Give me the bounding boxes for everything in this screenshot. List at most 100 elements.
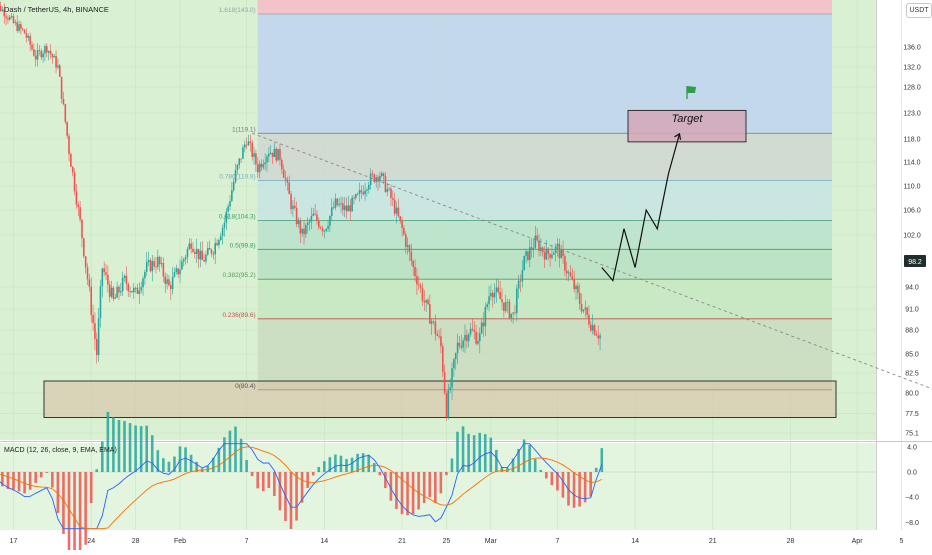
candle-body-29 — [44, 46, 46, 54]
candle-body-185 — [332, 207, 335, 209]
candle-body-308 — [560, 250, 563, 259]
candle-body-222 — [401, 220, 403, 228]
candle-body-328 — [597, 335, 600, 339]
candle-body-105 — [184, 257, 187, 260]
candle-body-69 — [118, 286, 120, 293]
candle-body-217 — [392, 198, 394, 200]
candle-body-62 — [105, 272, 107, 275]
macd-hist-73 — [395, 472, 398, 509]
macd-hist-51 — [273, 472, 276, 497]
currency-badge[interactable]: USDT — [906, 3, 932, 18]
x-tick-14: 5 — [900, 538, 904, 545]
candle-body-102 — [179, 269, 181, 275]
macd-hist-72 — [389, 472, 393, 501]
candle-body-23 — [33, 49, 35, 56]
candle-body-87 — [151, 261, 154, 272]
candle-body-322 — [586, 307, 588, 315]
candle-body-8 — [5, 16, 7, 18]
candle-body-50 — [83, 238, 85, 257]
candle-body-247 — [447, 389, 450, 418]
candle-body-269 — [488, 296, 490, 305]
candle-body-275 — [499, 291, 501, 300]
candle-body-281 — [510, 313, 513, 319]
macd-hist-50 — [267, 472, 271, 488]
macd-hist-71 — [384, 472, 387, 489]
fib-label-3: 0.618(104.3) — [219, 214, 256, 221]
fib-band-above — [257, 0, 832, 14]
macd-hist-43 — [228, 430, 232, 472]
candle-body-307 — [558, 243, 561, 259]
y-tick-2: 128.0 — [903, 85, 921, 92]
x-tick-6: 21 — [398, 538, 406, 545]
macd-hist-74 — [400, 472, 404, 515]
candle-body-268 — [486, 304, 488, 307]
candle-body-116 — [205, 254, 207, 262]
candle-body-311 — [565, 270, 568, 274]
candle-body-242 — [438, 335, 440, 337]
candle-body-252 — [456, 342, 459, 354]
candle-body-72 — [123, 275, 126, 278]
candle-body-259 — [469, 328, 472, 335]
macd-hist-8 — [34, 472, 37, 483]
candle-body-139 — [247, 141, 250, 146]
x-tick-7: 25 — [443, 538, 451, 545]
candle-body-48 — [79, 206, 81, 220]
candle-body-174 — [312, 213, 315, 216]
candle-body-295 — [536, 235, 538, 241]
target-zone — [627, 109, 747, 143]
fib-label-7: 0(80.4) — [235, 383, 256, 390]
macd-hist-84 — [456, 431, 459, 472]
candle-body-20 — [27, 36, 30, 38]
candle-body-136 — [242, 147, 244, 159]
macd-hist-108 — [589, 472, 592, 497]
candle-body-220 — [397, 207, 400, 217]
candle-body-122 — [216, 243, 218, 246]
x-tick-13: Apr — [852, 538, 864, 545]
macd-hist-82 — [445, 472, 448, 476]
macd-hist-106 — [578, 472, 581, 507]
candle-body-296 — [538, 240, 540, 252]
candle-body-157 — [281, 159, 283, 170]
chart-title: Dash / TetherUS, 4h, BINANCE — [4, 5, 109, 14]
candle-body-140 — [249, 141, 252, 143]
candle-body-289 — [525, 251, 527, 256]
macd-hist-76 — [411, 472, 415, 515]
fib-label-5: 0.382(95.2) — [222, 272, 255, 279]
macd-hist-15 — [73, 472, 76, 555]
candle-body-40 — [64, 104, 67, 122]
candle-body-284 — [516, 288, 518, 314]
candle-body-225 — [406, 245, 409, 247]
candle-body-101 — [177, 268, 179, 275]
macd-hist-48 — [256, 472, 259, 489]
candle-body-6 — [1, 9, 4, 11]
macd-hist-10 — [45, 472, 49, 473]
candle-body-35 — [55, 55, 57, 68]
x-tick-4: 7 — [245, 538, 249, 545]
candle-body-215 — [388, 188, 390, 190]
candle-body-74 — [127, 283, 130, 292]
candle-body-213 — [384, 175, 387, 192]
candle-body-278 — [504, 302, 507, 312]
candle-body-142 — [253, 153, 255, 157]
candle-body-34 — [53, 55, 56, 58]
candle-body-223 — [403, 227, 405, 235]
candle-body-148 — [264, 162, 266, 165]
candle-body-49 — [81, 219, 83, 239]
candle-body-288 — [523, 255, 526, 271]
candle-body-144 — [256, 164, 259, 173]
candle-body-228 — [412, 261, 414, 267]
x-tick-0: 17 — [10, 538, 18, 545]
macd-hist-104 — [567, 472, 570, 506]
macd-hist-26 — [134, 425, 137, 472]
macd-hist-14 — [67, 472, 71, 552]
macd-hist-66 — [356, 453, 359, 472]
candle-body-297 — [540, 247, 542, 252]
candle-body-115 — [203, 259, 205, 262]
candle-body-100 — [175, 268, 178, 272]
candle-body-325 — [591, 325, 594, 331]
candle-body-14 — [16, 22, 19, 31]
fib-band-5 — [257, 279, 832, 319]
candle-body-103 — [181, 261, 183, 270]
support-zone — [43, 380, 837, 418]
candle-body-127 — [225, 211, 228, 223]
